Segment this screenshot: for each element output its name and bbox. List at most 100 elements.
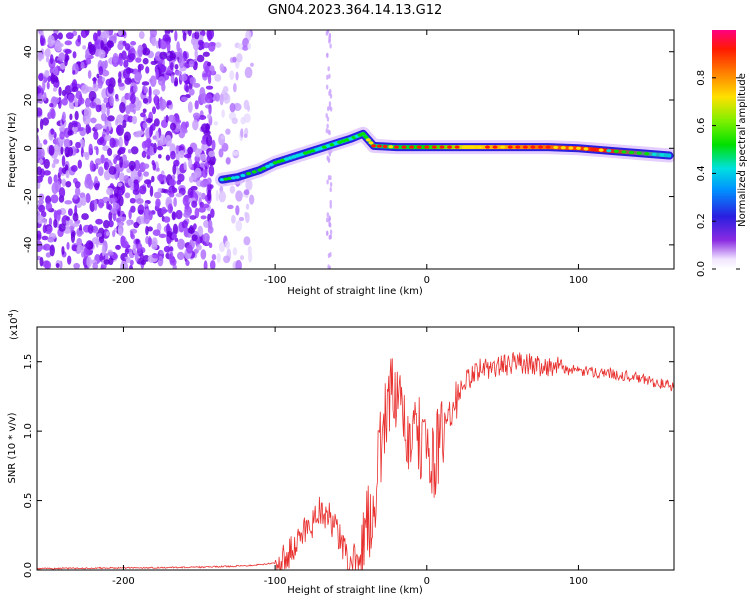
noise-speck [209, 184, 214, 189]
ridge-dot [492, 145, 498, 149]
noise-speck [243, 113, 251, 123]
noise-speck [43, 139, 48, 145]
noise-speck [245, 179, 253, 191]
colorbar-tick-label: 0.4 [696, 165, 707, 181]
noise-speck [225, 157, 231, 165]
noise-speck [208, 242, 213, 249]
noise-speck [236, 53, 243, 63]
noise-speck [165, 154, 171, 161]
noise-speck [77, 127, 84, 132]
colorbar-tick-label: 0.0 [696, 261, 707, 277]
noise-speck [47, 34, 55, 47]
noise-speck [229, 70, 235, 81]
ridge-dot [333, 141, 339, 146]
snr-multiplier-exp: 4 [7, 312, 15, 317]
snr-multiplier: (x104) [7, 309, 20, 340]
noise-speck [239, 255, 245, 261]
noise-speck [329, 88, 332, 94]
ridge-dot [515, 145, 521, 149]
noise-speck [37, 142, 43, 148]
noise-speck [106, 40, 115, 48]
noise-speck [248, 194, 255, 205]
noise-speck [72, 122, 78, 128]
noise-speck [45, 56, 50, 63]
noise-speck [184, 202, 190, 210]
noise-speck [172, 187, 178, 193]
noise-speck [121, 264, 128, 269]
noise-speck [218, 133, 226, 146]
noise-speck [157, 255, 164, 267]
ridge-dot [287, 156, 293, 160]
noise-speck [53, 209, 58, 220]
colorbar-ticks: 0.0 0.2 0.4 0.6 0.8 [696, 70, 740, 277]
noise-speck [95, 104, 102, 113]
noise-speck [197, 39, 204, 46]
noise-speck [194, 61, 198, 67]
ridge-dot [318, 146, 324, 150]
ridge-dot [507, 145, 513, 149]
noise-speck [198, 192, 202, 198]
noise-speck [100, 102, 107, 115]
noise-speck [92, 262, 99, 269]
noise-speck [127, 177, 134, 187]
noise-speck [202, 51, 210, 57]
noise-speck [98, 49, 106, 59]
noise-speck [245, 203, 250, 210]
noise-speck [120, 235, 126, 247]
noise-speck [194, 48, 198, 60]
noise-speck [71, 244, 79, 252]
ridge-dot [553, 145, 559, 149]
noise-speck [53, 218, 58, 229]
noise-speck [328, 222, 332, 228]
noise-speck [159, 250, 164, 255]
ridge-dot [629, 150, 635, 155]
noise-speck [66, 241, 70, 250]
noise-speck [174, 70, 183, 76]
noise-speck [112, 212, 117, 222]
ridge-dot [591, 147, 597, 152]
snr-ylabel: SNR (10 * v/v) [7, 412, 18, 483]
noise-speck [231, 214, 236, 224]
noise-speck [37, 215, 45, 225]
noise-speck [124, 192, 131, 199]
noise-speck [182, 31, 187, 42]
ridge-dot [276, 159, 282, 164]
noise-speck [223, 93, 231, 104]
noise-speck [215, 42, 222, 48]
noise-speck [107, 203, 112, 211]
noise-speck [185, 260, 190, 267]
noise-speck [190, 185, 198, 191]
ridge-dot [575, 146, 581, 150]
ridge-dot [280, 158, 286, 162]
noise-speck [214, 73, 222, 82]
noise-speck [108, 220, 114, 228]
noise-speck [117, 221, 125, 227]
noise-speck [120, 185, 126, 194]
noise-speck [245, 212, 250, 224]
noise-speck [159, 64, 167, 73]
noise-speck [167, 203, 173, 214]
noise-speck [38, 73, 44, 82]
noise-speck [142, 122, 148, 129]
noise-speck [130, 41, 137, 46]
noise-speck [53, 174, 58, 183]
noise-speck [97, 82, 103, 89]
noise-speck [171, 211, 176, 221]
ridge-dot [606, 149, 612, 153]
noise-speck [95, 218, 103, 225]
noise-speck [77, 159, 82, 169]
noise-speck [188, 158, 193, 169]
noise-speck [124, 248, 130, 255]
colorbar: 0.0 0.2 0.4 0.6 0.8 Normalized spectral ampl… [696, 30, 748, 277]
noise-speck [142, 97, 149, 104]
noise-speck [38, 93, 44, 105]
noise-speck [118, 216, 127, 222]
ridge-dot [371, 144, 377, 148]
noise-speck [104, 134, 112, 142]
noise-speck [137, 204, 145, 215]
noise-speck [143, 86, 149, 94]
noise-speck [172, 223, 178, 235]
y-tick-label: 20 [23, 94, 34, 107]
noise-speck [325, 84, 329, 90]
noise-speck [121, 50, 127, 61]
